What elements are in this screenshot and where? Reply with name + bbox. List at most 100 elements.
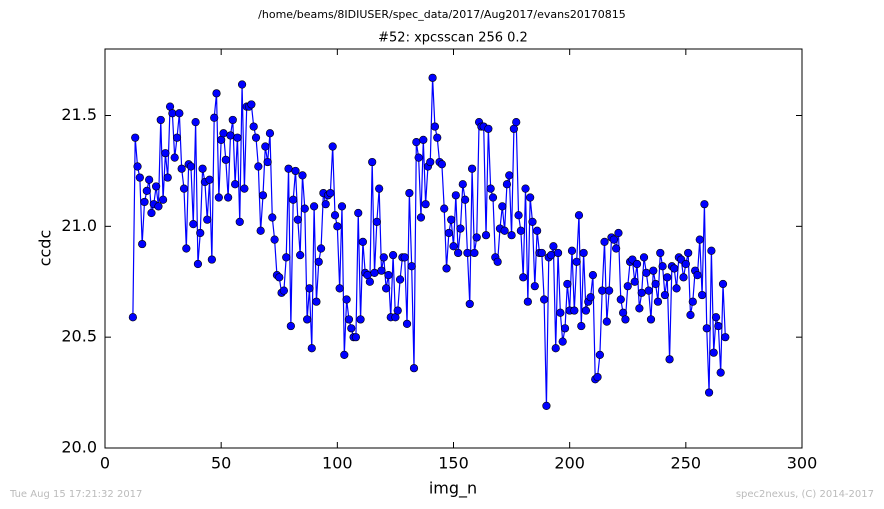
data-point bbox=[268, 213, 277, 222]
data-point bbox=[330, 211, 340, 220]
data-point bbox=[340, 350, 349, 360]
data-point bbox=[586, 293, 595, 302]
data-point bbox=[514, 211, 523, 220]
x-tick-label: 0 bbox=[100, 454, 110, 473]
data-point bbox=[256, 226, 265, 235]
data-point bbox=[270, 235, 279, 244]
data-point bbox=[395, 275, 405, 284]
data-point bbox=[653, 297, 663, 306]
data-point bbox=[716, 368, 725, 377]
data-point bbox=[237, 80, 247, 89]
data-point bbox=[502, 180, 512, 189]
data-point bbox=[533, 226, 542, 235]
data-point bbox=[316, 244, 326, 253]
data-point bbox=[207, 255, 216, 264]
data-point bbox=[168, 109, 177, 118]
data-point bbox=[354, 208, 363, 218]
data-point bbox=[240, 184, 249, 193]
data-point bbox=[549, 242, 558, 251]
data-point bbox=[314, 257, 323, 266]
data-point bbox=[152, 182, 161, 191]
data-point bbox=[131, 133, 140, 142]
data-point bbox=[293, 215, 302, 224]
data-point bbox=[461, 195, 470, 204]
data-point bbox=[704, 388, 714, 397]
data-point bbox=[275, 273, 284, 282]
data-point bbox=[623, 282, 632, 291]
data-point bbox=[247, 100, 256, 109]
x-axis-label: img_n bbox=[429, 479, 477, 499]
data-point bbox=[602, 317, 611, 326]
data-point bbox=[449, 242, 458, 251]
data-point bbox=[251, 133, 261, 142]
data-point bbox=[695, 235, 704, 244]
data-point bbox=[344, 315, 354, 324]
data-point bbox=[616, 295, 625, 304]
data-point bbox=[365, 277, 374, 286]
data-point bbox=[670, 264, 679, 273]
data-point bbox=[156, 115, 165, 125]
data-point bbox=[521, 184, 530, 193]
data-point bbox=[416, 213, 426, 222]
data-point bbox=[400, 253, 409, 262]
data-point bbox=[305, 284, 314, 293]
data-point bbox=[488, 193, 498, 202]
data-point bbox=[214, 193, 223, 202]
data-point bbox=[384, 271, 393, 280]
data-point bbox=[210, 113, 219, 122]
data-point bbox=[598, 286, 607, 295]
data-point bbox=[637, 288, 646, 297]
data-point bbox=[686, 310, 695, 320]
data-point bbox=[133, 162, 142, 171]
data-point bbox=[433, 133, 442, 142]
data-point bbox=[135, 173, 144, 182]
data-point bbox=[630, 277, 639, 286]
data-point bbox=[175, 109, 184, 118]
data-point bbox=[465, 299, 474, 309]
data-point bbox=[140, 197, 149, 207]
data-point bbox=[409, 364, 419, 373]
data-point bbox=[560, 324, 570, 333]
data-point bbox=[233, 133, 242, 142]
data-point bbox=[212, 89, 221, 98]
data-point bbox=[632, 259, 642, 269]
data-point bbox=[291, 166, 300, 176]
data-point bbox=[426, 157, 435, 167]
data-point bbox=[191, 118, 200, 127]
data-point bbox=[170, 153, 179, 162]
data-point bbox=[528, 217, 537, 226]
data-point bbox=[388, 251, 398, 260]
data-point bbox=[179, 184, 189, 193]
data-point bbox=[428, 73, 437, 82]
x-tick-label: 200 bbox=[554, 454, 585, 473]
data-point bbox=[500, 226, 509, 235]
data-point bbox=[642, 268, 651, 277]
data-point bbox=[635, 304, 644, 313]
footer-left: Tue Aug 15 17:21:32 2017 bbox=[9, 489, 142, 500]
data-point bbox=[219, 129, 228, 138]
data-point bbox=[198, 164, 207, 173]
data-point bbox=[595, 350, 604, 360]
y-tick-label: 21.0 bbox=[61, 216, 97, 235]
data-point bbox=[572, 257, 581, 266]
data-point bbox=[379, 253, 388, 262]
data-point bbox=[263, 157, 272, 167]
data-point bbox=[679, 273, 688, 282]
data-point bbox=[377, 266, 386, 275]
data-point bbox=[709, 348, 718, 357]
data-point bbox=[684, 248, 693, 258]
data-point bbox=[537, 248, 546, 258]
data-point bbox=[228, 115, 237, 125]
data-point bbox=[711, 313, 721, 322]
x-tick-label: 300 bbox=[787, 454, 818, 473]
data-point bbox=[182, 244, 191, 253]
data-point bbox=[486, 184, 495, 193]
data-point bbox=[663, 273, 672, 282]
data-point bbox=[714, 321, 723, 331]
data-point bbox=[382, 284, 391, 293]
data-point bbox=[463, 248, 472, 258]
data-point bbox=[718, 279, 728, 289]
data-point bbox=[546, 251, 556, 260]
